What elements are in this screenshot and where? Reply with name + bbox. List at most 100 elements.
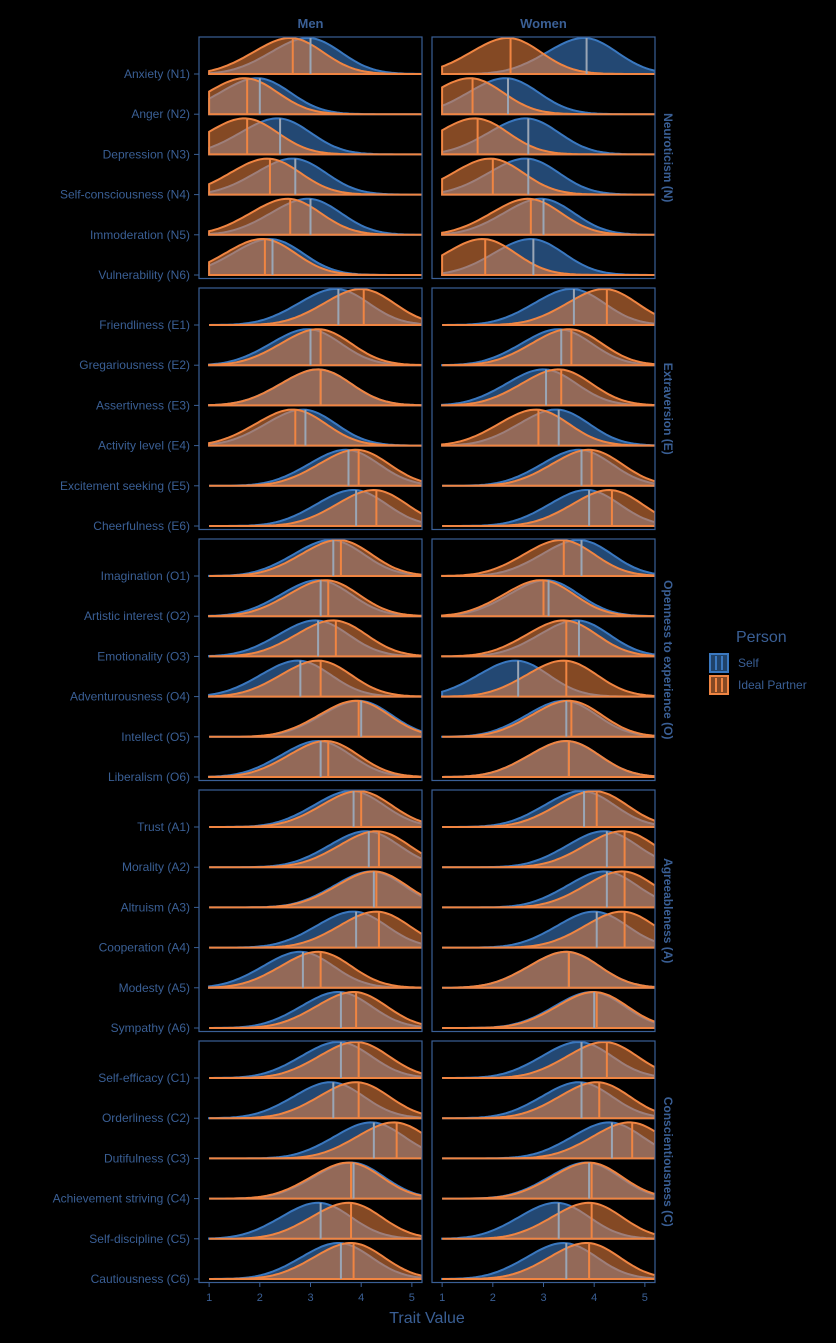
legend-title: Person [736,629,787,646]
trait-label: Intellect (O5) [121,730,190,744]
ridge-ideal-women-0-2 [441,117,655,156]
trait-label: Morality (A2) [122,860,190,874]
ridge-ideal-women-4-5 [442,1242,655,1280]
ridge-ideal-men-0-1 [208,77,422,116]
ridge-ideal-women-3-3 [442,910,655,949]
x-tick-label: 4 [591,1292,597,1304]
panel-women-group-2 [441,288,655,527]
ridge-ideal-women-3-0 [442,790,655,828]
ridge-ideal-men-3-2 [209,870,422,909]
ridge-ideal-women-0-1 [441,77,655,116]
legend: Person Self Ideal Partner [709,629,807,695]
panel-men-group-5 [208,1041,422,1280]
ridge-ideal-men-2-4 [209,699,422,738]
ridge-ideal-men-1-3 [208,408,422,447]
ridge-ideal-men-4-4 [209,1201,422,1240]
panel-women-group-3 [441,539,655,778]
panel-women-group-5 [441,1041,655,1280]
ridge-ideal-women-3-2 [442,870,655,909]
x-tick-label: 2 [490,1292,496,1304]
ridge-ideal-women-4-3 [442,1161,655,1200]
trait-label: Friendliness (E1) [99,318,190,332]
trait-label: Assertivness (E3) [96,398,190,412]
legend-label-ideal: Ideal Partner [738,678,807,692]
ridge-ideal-women-3-4 [442,950,655,989]
facet-strip-label: Extraversion (E) [661,363,675,455]
ridge-ideal-women-2-0 [441,539,655,577]
ridge-ideal-women-4-2 [442,1121,655,1160]
ridge-ideal-women-1-1 [442,328,655,367]
column-header-women: Women [520,16,567,31]
legend-swatch-ideal [709,675,729,695]
trait-label: Sympathy (A6) [111,1021,190,1035]
panel-frame-women-1 [431,287,656,531]
trait-label: Modesty (A5) [119,981,190,995]
x-tick-label: 4 [358,1292,364,1304]
ridge-ideal-men-4-3 [209,1161,422,1200]
ridge-ideal-men-3-5 [209,991,422,1029]
ridge-ideal-men-2-0 [209,539,422,577]
column-header-men: Men [298,16,324,31]
panel-men-group-4 [208,790,422,1029]
ridge-ideal-men-2-3 [208,659,422,698]
trait-label: Anger (N2) [131,107,190,121]
panel-frame-men-1 [198,287,423,531]
trait-label: Immoderation (N5) [90,228,190,242]
ridge-ideal-men-3-3 [209,910,422,949]
ridge-ideal-women-2-5 [442,739,655,778]
trait-label: Activity level (E4) [98,439,190,453]
ridge-ideal-women-0-4 [441,197,655,236]
x-tick-label: 1 [439,1292,445,1304]
trait-label: Orderliness (C2) [102,1111,190,1125]
ridge-ideal-women-1-0 [442,288,655,326]
trait-label: Vulnerability (N6) [98,268,190,282]
legend-swatch-self [709,653,729,673]
trait-label: Dutifulness (C3) [104,1151,190,1165]
trait-label: Adventurousness (O4) [70,690,190,704]
ridge-ideal-men-1-1 [208,328,422,367]
ridge-ideal-men-4-5 [209,1242,422,1280]
trait-label: Imagination (O1) [101,569,190,583]
trait-label: Achievement striving (C4) [53,1192,190,1206]
panel-men-group-3 [208,539,422,778]
x-axis-title: Trait Value [389,1310,465,1327]
ridge-ideal-women-0-3 [441,157,655,196]
ridge-ideal-men-0-3 [208,157,422,196]
ridge-ideal-women-1-4 [442,448,655,487]
panel-frame-men-0 [198,36,423,280]
trait-label: Altruism (A3) [121,900,190,914]
ridge-ideal-women-1-2 [441,368,655,407]
facet-strip-label: Conscientiousness (C) [661,1097,675,1227]
ridge-ideal-women-0-5 [441,237,655,276]
ridge-ideal-men-4-2 [209,1121,422,1160]
ridge-ideal-women-3-1 [442,830,655,869]
ridge-ideal-women-2-4 [442,699,655,738]
ridge-ideal-men-0-4 [208,197,422,236]
ridge-ideal-men-1-4 [209,448,422,487]
ridge-ideal-women-1-5 [442,488,655,527]
ridge-ideal-men-1-5 [209,488,422,527]
trait-label: Cheerfulness (E6) [93,519,190,533]
panel-men-group-2 [208,288,422,527]
panel-frame-men-2 [198,538,423,782]
ridge-ideal-men-0-5 [208,238,422,276]
ridge-ideal-men-0-2 [208,117,422,156]
facet-strip-label: Agreeableness (A) [661,858,675,963]
x-tick-label: 5 [409,1292,415,1304]
panel-men-group-1 [208,37,422,276]
ridge-ideal-women-4-4 [442,1201,655,1240]
trait-label: Depression (N3) [103,147,190,161]
ridge-ideal-women-4-0 [442,1041,655,1079]
ridge-ideal-women-2-3 [441,659,655,698]
ridge-ideal-men-4-0 [209,1041,422,1079]
trait-label: Self-consciousness (N4) [60,188,190,202]
x-tick-label: 1 [206,1292,212,1304]
ridge-ideal-men-0-0 [208,37,422,75]
trait-label: Liberalism (O6) [108,770,190,784]
ridge-ideal-women-1-3 [441,408,655,447]
ridge-ideal-men-2-5 [208,739,422,778]
panel-women-group-4 [442,790,655,1029]
panel-women-group-1 [441,37,655,276]
ridge-ideal-men-2-1 [208,579,422,618]
